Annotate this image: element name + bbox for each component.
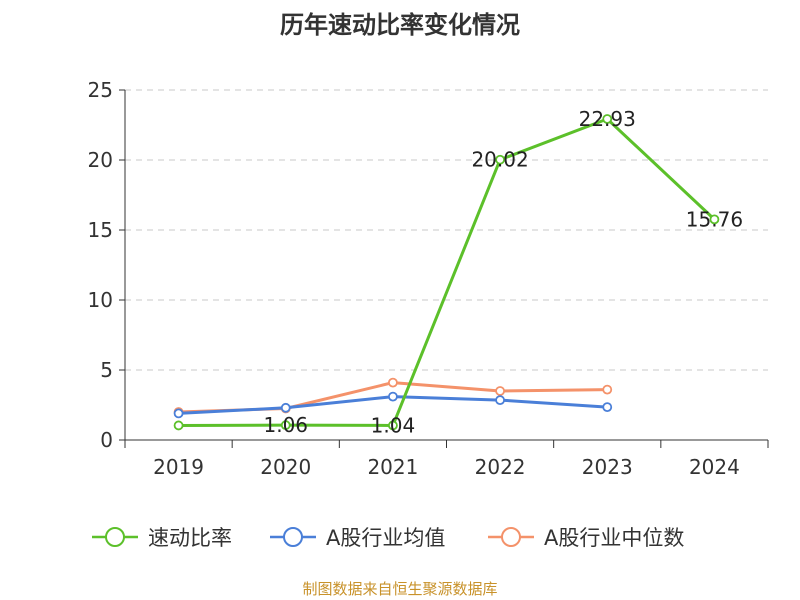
- data-label: 15.76: [686, 207, 743, 231]
- legend-swatch-marker: [283, 527, 303, 547]
- legend-swatch-marker: [105, 527, 125, 547]
- legend-item-1[interactable]: A股行业均值: [270, 526, 445, 550]
- x-tick-label-2023: 2023: [582, 455, 633, 479]
- y-tick-label: 20: [88, 148, 113, 172]
- legend-item-0[interactable]: 速动比率: [92, 526, 232, 550]
- legend-item-2[interactable]: A股行业中位数: [488, 526, 684, 550]
- data-point[interactable]: [280, 420, 291, 431]
- data-point[interactable]: [495, 386, 505, 396]
- data-point[interactable]: [173, 420, 184, 431]
- legend[interactable]: 速动比率 A股行业均值 A股行业中位数: [92, 526, 684, 550]
- data-point[interactable]: [709, 214, 720, 225]
- y-tick-label: 5: [100, 358, 113, 382]
- chart-title: 历年速动比率变化情况: [280, 11, 520, 39]
- data-point[interactable]: [495, 395, 505, 406]
- source-note: 制图数据来自恒生聚源数据库: [302, 580, 498, 598]
- grid-lines: [125, 89, 768, 371]
- data-label: 22.93: [579, 107, 636, 131]
- legend-label: A股行业中位数: [544, 526, 684, 550]
- data-point[interactable]: [602, 114, 613, 124]
- data-point[interactable]: [280, 402, 291, 413]
- data-label: 1.06: [263, 413, 308, 437]
- legend-label: A股行业均值: [326, 526, 445, 550]
- data-point[interactable]: [173, 408, 184, 419]
- data-point[interactable]: [495, 154, 505, 165]
- data-point[interactable]: [388, 391, 398, 402]
- data-labels: 1.06 1.04 20.02 22.93 15.76: [263, 107, 743, 437]
- x-tick-label-2019: 2019: [153, 455, 204, 479]
- data-point[interactable]: [602, 384, 613, 395]
- x-tick-label-2024: 2024: [689, 455, 740, 479]
- data-point[interactable]: [388, 420, 398, 431]
- y-tick-label: 10: [88, 288, 113, 312]
- y-tick-label: 25: [88, 78, 113, 102]
- x-tick-label-2020: 2020: [260, 455, 311, 479]
- data-point[interactable]: [388, 377, 398, 388]
- data-point[interactable]: [602, 402, 613, 413]
- series-line-0: [178, 117, 716, 427]
- series-lines: [173, 114, 720, 431]
- axes: 0 5 10 15 20 25 2019 2020 2021 2022 2023 2024: [88, 78, 769, 479]
- y-tick-label: 0: [100, 428, 113, 452]
- y-tick-label: 15: [88, 218, 113, 242]
- legend-swatch-marker: [501, 527, 521, 547]
- x-tick-label-2022: 2022: [475, 455, 526, 479]
- legend-label: 速动比率: [148, 526, 232, 550]
- data-label: 20.02: [471, 148, 528, 172]
- data-label: 1.04: [371, 413, 416, 437]
- x-tick-label-2021: 2021: [367, 455, 418, 479]
